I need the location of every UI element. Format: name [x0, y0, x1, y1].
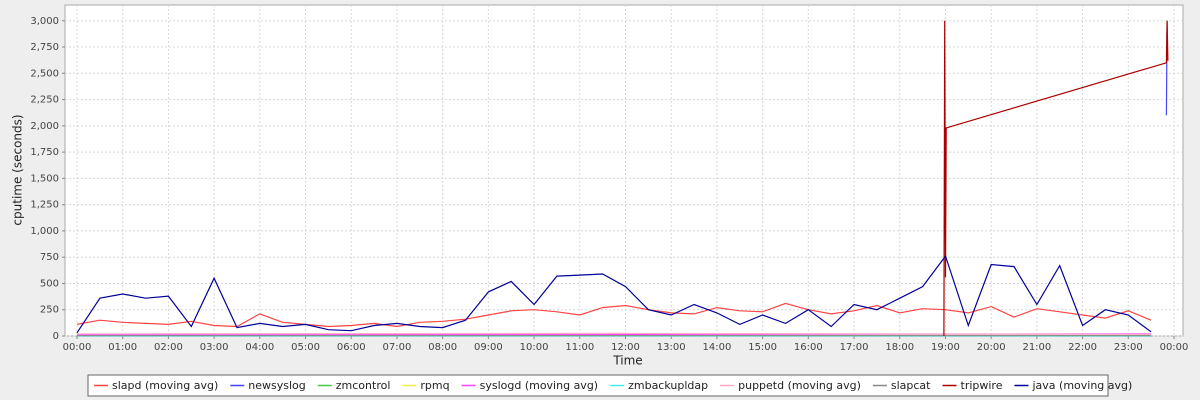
x-tick-label: 00:00 — [1160, 342, 1189, 353]
legend-label: syslogd (moving avg) — [480, 379, 599, 392]
series-line — [943, 20, 1169, 337]
x-tick-label: 08:00 — [428, 342, 457, 353]
x-tick-label: 12:00 — [611, 342, 640, 353]
x-tick-label: 13:00 — [657, 342, 686, 353]
y-tick-label: 3,000 — [30, 16, 59, 27]
x-tick-label: 17:00 — [840, 342, 869, 353]
legend — [87, 374, 1109, 397]
y-tick-label: 2,000 — [30, 121, 59, 132]
series-line — [76, 332, 1152, 335]
legend-label: zmbackupldap — [628, 379, 708, 392]
y-tick-label: 1,250 — [30, 200, 59, 211]
x-tick-label: 06:00 — [337, 342, 366, 353]
x-tick-label: 04:00 — [245, 342, 274, 353]
x-tick-label: 20:00 — [977, 342, 1006, 353]
x-tick-label: 15:00 — [748, 342, 777, 353]
x-tick-label: 18:00 — [885, 342, 914, 353]
legend-label: java (moving avg) — [1031, 379, 1132, 392]
x-tick-label: 00:00 — [63, 342, 92, 353]
x-tick-label: 14:00 — [703, 342, 732, 353]
legend-label: slapd (moving avg) — [112, 379, 218, 392]
x-tick-label: 02:00 — [154, 342, 183, 353]
x-tick-label: 22:00 — [1068, 342, 1097, 353]
y-axis-title: cputime (seconds) — [11, 114, 25, 225]
x-tick-label: 03:00 — [200, 342, 229, 353]
y-tick-label: 0 — [53, 331, 59, 342]
legend-label: zmcontrol — [336, 379, 391, 392]
y-tick-label: 2,500 — [30, 68, 59, 79]
x-tick-label: 10:00 — [520, 342, 549, 353]
plot-area — [64, 4, 1184, 337]
legend-label: puppetd (moving avg) — [738, 379, 861, 392]
x-tick-label: 11:00 — [565, 342, 594, 353]
x-tick-label: 21:00 — [1022, 342, 1051, 353]
y-tick-label: 2,250 — [30, 95, 59, 106]
y-tick-label: 250 — [40, 305, 59, 316]
series-line — [76, 302, 1152, 328]
legend-label: newsyslog — [248, 379, 305, 392]
legend-label: rpmq — [420, 379, 449, 392]
legend-label: tripwire — [961, 379, 1003, 392]
x-axis-title: Time — [612, 354, 642, 368]
x-tick-label: 01:00 — [108, 342, 137, 353]
x-tick-label: 07:00 — [383, 342, 412, 353]
x-tick-label: 16:00 — [794, 342, 823, 353]
y-tick-label: 2,750 — [30, 42, 59, 53]
x-tick-label: 19:00 — [931, 342, 960, 353]
series-line — [76, 254, 1152, 334]
legend-label: slapcat — [891, 379, 931, 392]
y-tick-label: 750 — [40, 252, 59, 263]
y-tick-label: 1,000 — [30, 226, 59, 237]
y-tick-label: 1,750 — [30, 147, 59, 158]
x-tick-label: 05:00 — [291, 342, 320, 353]
y-tick-label: 1,500 — [30, 173, 59, 184]
x-tick-label: 09:00 — [474, 342, 503, 353]
y-tick-label: 500 — [40, 278, 59, 289]
x-tick-label: 23:00 — [1114, 342, 1143, 353]
